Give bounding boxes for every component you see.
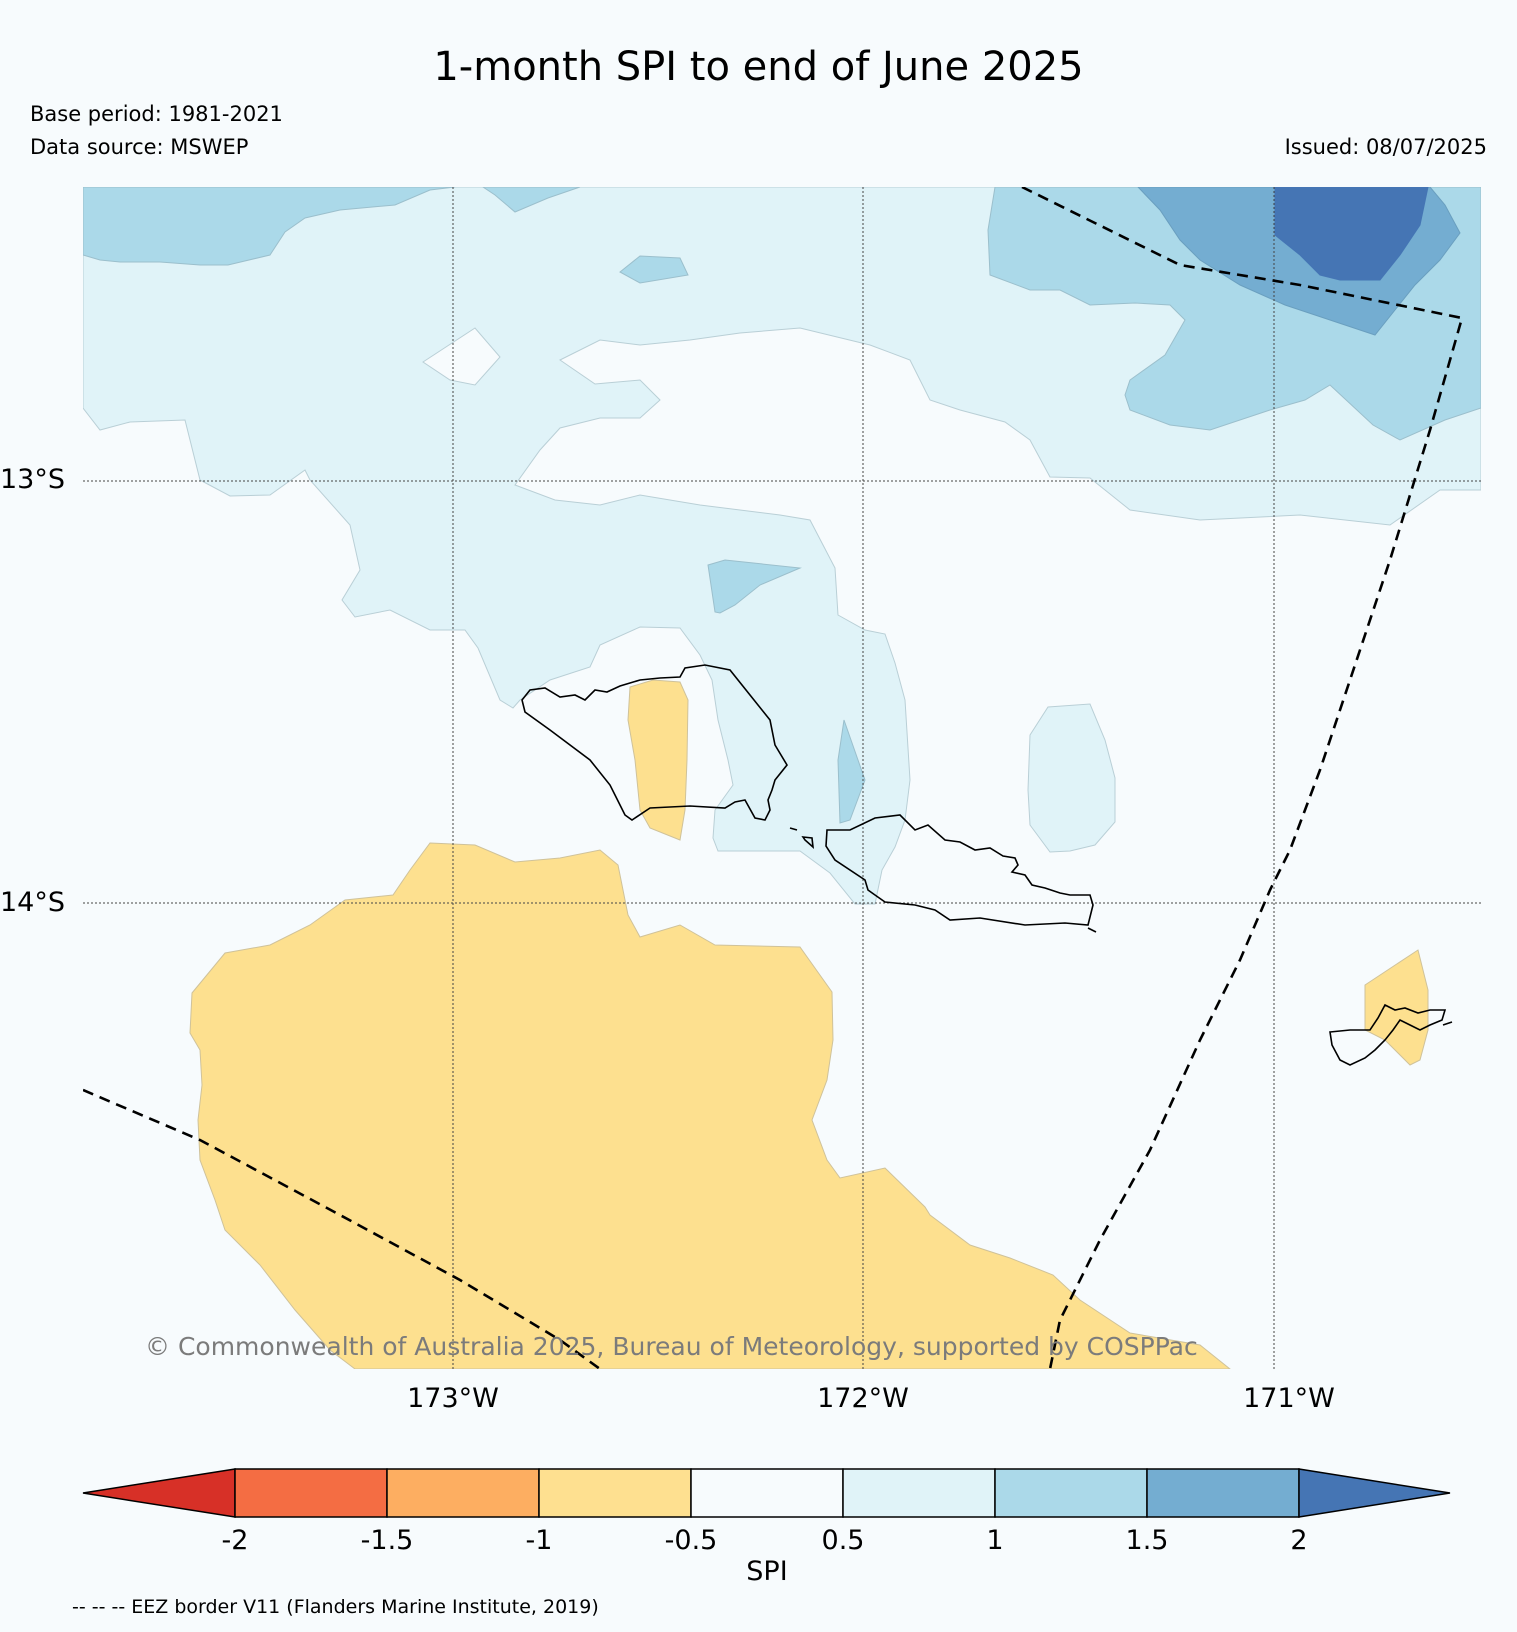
- savaii-coastline: [825, 814, 1094, 926]
- spi-map: © Commonwealth of Australia 2025, Bureau…: [0, 187, 1481, 1414]
- spi-region-neutral-patch: [422, 327, 501, 386]
- lon-label-173w: 173°W: [407, 1383, 499, 1414]
- lon-label-172w: 172°W: [817, 1383, 909, 1414]
- colorbar-tick: 0.5: [822, 1525, 865, 1556]
- eez-legend-note: -- -- -- EEZ border V11 (Flanders Marine…: [72, 1596, 599, 1618]
- map-title: 1-month SPI to end of June 2025: [433, 44, 1084, 90]
- lon-label-171w: 171°W: [1243, 1383, 1335, 1414]
- spi-region-1-1.5-topleft: [83, 187, 456, 266]
- colorbar-seg-1: [234, 1468, 388, 1518]
- colorbar-label: SPI: [746, 1556, 787, 1587]
- colorbar-tick: 2: [1290, 1525, 1307, 1556]
- base-period-label: Base period: 1981-2021: [30, 102, 283, 126]
- colorbar-tick: 1: [986, 1525, 1003, 1556]
- copyright-text: © Commonwealth of Australia 2025, Bureau…: [145, 1332, 1198, 1361]
- graticule: [83, 187, 1481, 1369]
- colorbar-ticks: -2 -1.5 -1 -0.5 0.5 1 1.5 2: [222, 1525, 1308, 1556]
- colorbar-seg-3: [538, 1468, 692, 1518]
- spi-region-neg-0.5-1-tutuila: [1364, 949, 1429, 1066]
- colorbar-segments: [82, 1468, 1451, 1518]
- tutuila-coastline: [1329, 1003, 1447, 1066]
- eez-border: [83, 187, 1464, 1369]
- colorbar-tick: -1.5: [361, 1525, 414, 1556]
- colorbar-tick: 1.5: [1126, 1525, 1169, 1556]
- colorbar-seg-2: [386, 1468, 540, 1518]
- spi-region-1-1.5-top: [482, 187, 581, 213]
- spi-region-neg-0.5-1-upolu: [627, 679, 689, 841]
- colorbar-seg-5: [842, 1468, 996, 1518]
- spi-region-1-1.5-sliver: [837, 719, 866, 824]
- colorbar-seg-6: [994, 1468, 1148, 1518]
- issued-date-label: Issued: 08/07/2025: [1284, 135, 1487, 159]
- colorbar-seg-4: [690, 1468, 844, 1518]
- colorbar-extend-high: [1298, 1468, 1451, 1518]
- spi-region-1-1.5-small: [619, 255, 689, 284]
- colorbar-extend-low: [82, 1468, 236, 1518]
- lat-label-13s: 13°S: [0, 464, 65, 495]
- upolu-coastline: [521, 664, 788, 821]
- data-source-label: Data source: MSWEP: [30, 135, 249, 159]
- spi-region-above-2-northeast: [1274, 187, 1429, 281]
- lat-label-14s: 14°S: [0, 887, 65, 918]
- colorbar-tick: -1: [526, 1525, 553, 1556]
- spi-region-1-1.5-mid: [707, 559, 802, 614]
- colorbar-tick: -2: [222, 1525, 249, 1556]
- map-frame: © Commonwealth of Australia 2025, Bureau…: [83, 187, 1481, 1369]
- spi-region-0.5-1-island: [1027, 703, 1116, 853]
- spi-region-neg-0.5-1-south: [189, 842, 1231, 1369]
- colorbar-seg-7: [1146, 1468, 1300, 1518]
- colorbar-tick: -0.5: [665, 1525, 718, 1556]
- coastlines: [521, 664, 1453, 1066]
